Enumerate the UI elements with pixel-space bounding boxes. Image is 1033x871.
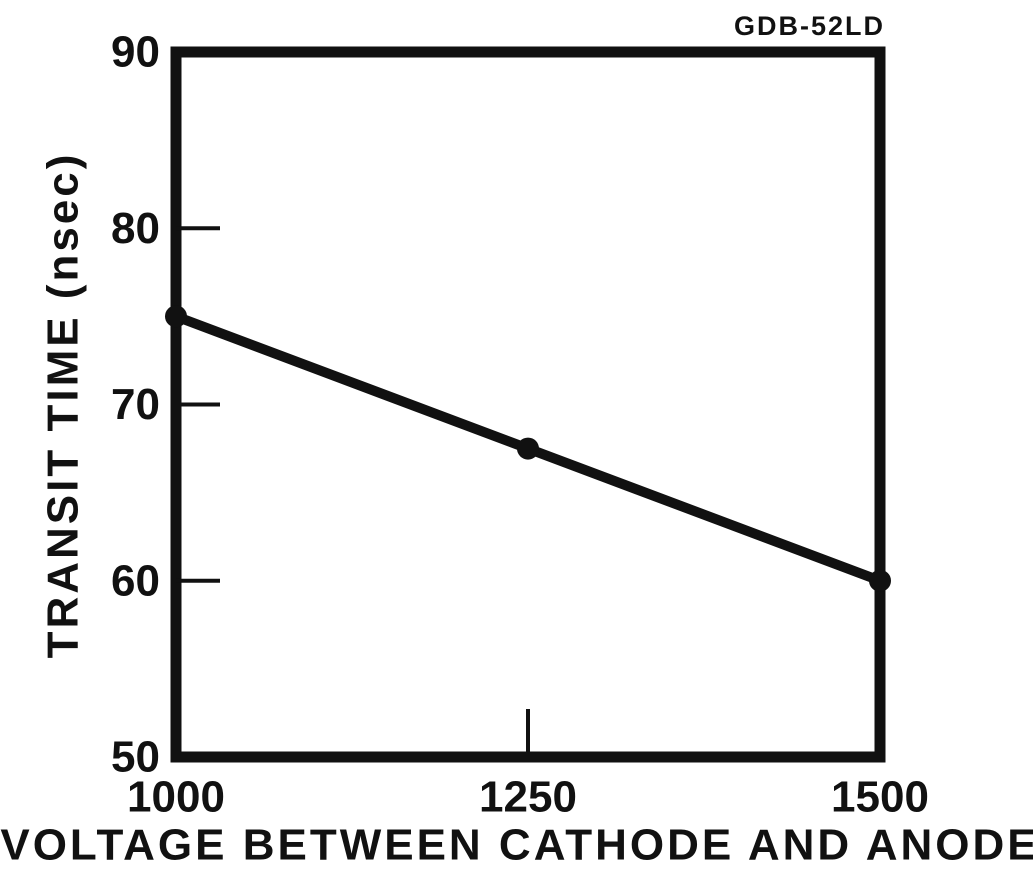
y-tick-label: 60 <box>111 556 160 605</box>
x-tick-label: 1500 <box>831 773 929 822</box>
y-tick-label: 70 <box>111 380 160 429</box>
y-tick-label: 50 <box>111 733 160 782</box>
y-tick-label: 80 <box>111 204 160 253</box>
x-tick-label: 1000 <box>127 773 225 822</box>
data-point <box>165 305 187 328</box>
plot-frame <box>170 46 886 763</box>
data-point <box>517 437 539 460</box>
y-tick-label: 90 <box>111 28 160 77</box>
chart-title: GDB-52LD <box>734 11 885 41</box>
data-point <box>869 569 891 592</box>
x-axis-label: VOLTAGE BETWEEN CATHODE AND ANODE <box>0 821 1033 870</box>
x-tick-label: 1250 <box>479 773 577 822</box>
y-axis-label: TRANSIT TIME (nsec) <box>39 152 88 659</box>
